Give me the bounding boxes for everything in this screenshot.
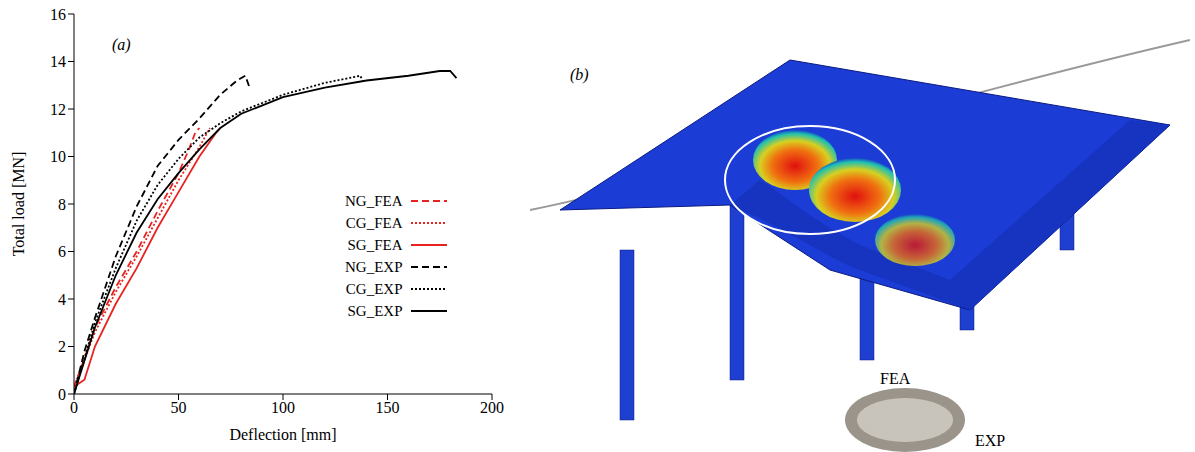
svg-text:14: 14 [50,53,66,70]
svg-text:8: 8 [58,196,66,213]
svg-text:50: 50 [171,399,187,416]
svg-text:0: 0 [58,386,66,403]
svg-text:4: 4 [58,291,66,308]
html-text:NG_FEA: NG_FEA [345,193,403,209]
svg-text:16: 16 [50,6,66,23]
html-text:(a): (a) [112,36,131,53]
html-text:SG_EXP: SG_EXP [347,303,403,319]
svg-text:FEA: FEA [880,370,911,387]
svg-text:(b): (b) [570,66,589,84]
svg-text:0: 0 [70,399,78,416]
svg-text:12: 12 [50,101,66,118]
svg-text:2: 2 [58,338,66,355]
svg-text:10: 10 [50,148,66,165]
svg-text:150: 150 [376,399,400,416]
html-text:NG_EXP: NG_EXP [345,259,403,275]
svg-text:200: 200 [480,399,504,416]
svg-text:Deflection [mm]: Deflection [mm] [229,426,336,443]
svg-text:Total load [MN]: Total load [MN] [10,152,27,257]
html-text:CG_EXP: CG_EXP [345,281,403,297]
html-text:SG_FEA: SG_FEA [347,237,403,253]
svg-text:EXP: EXP [975,432,1005,449]
svg-text:100: 100 [271,399,295,416]
html-text:CG_FEA: CG_FEA [345,215,403,231]
svg-text:6: 6 [58,243,66,260]
